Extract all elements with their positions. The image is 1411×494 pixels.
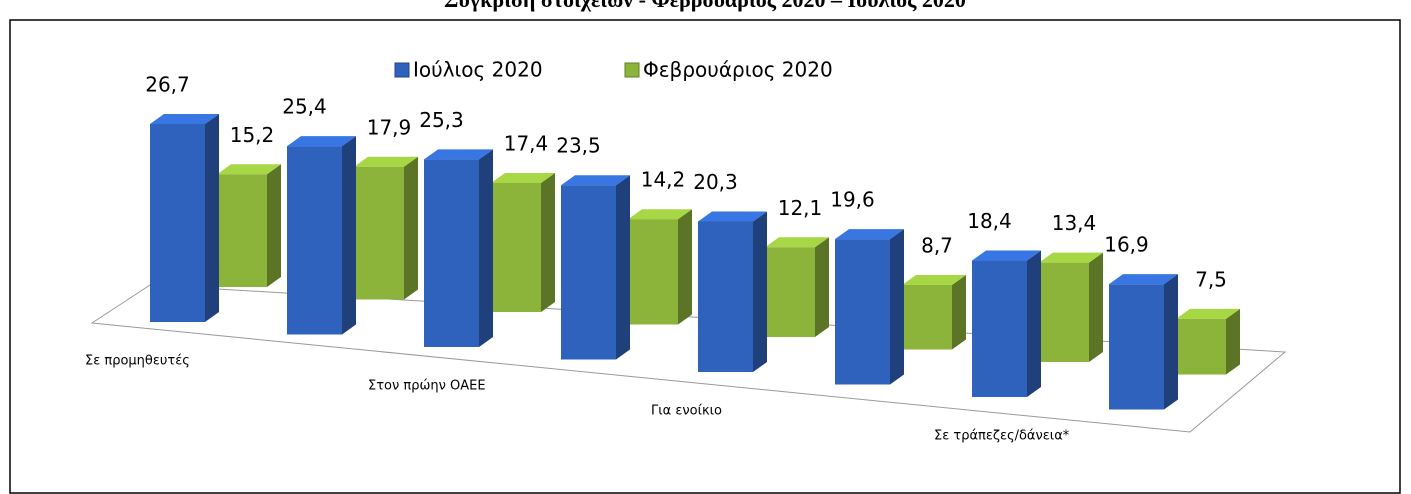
value-label: 18,4 — [967, 209, 1012, 233]
bar-front — [217, 174, 267, 287]
bar-front — [424, 159, 479, 347]
bar — [561, 175, 630, 360]
value-label: 25,3 — [419, 108, 464, 132]
bar — [902, 274, 966, 350]
bar-top — [217, 164, 281, 175]
bar — [217, 164, 281, 287]
bar-front — [561, 185, 616, 360]
value-label: 23,5 — [556, 134, 601, 158]
bar-top — [150, 114, 219, 124]
bar-side — [815, 237, 829, 337]
bar — [1176, 308, 1240, 375]
bar-top — [561, 175, 630, 186]
bar-top — [491, 172, 555, 183]
value-label: 16,9 — [1104, 233, 1149, 257]
value-label: 17,4 — [504, 131, 549, 155]
bar-front — [835, 239, 890, 385]
legend-label: Ιούλιος 2020 — [413, 58, 543, 82]
bar-side — [1089, 252, 1103, 362]
bar-side — [1226, 308, 1240, 375]
bar-top — [902, 274, 966, 285]
bar-top — [354, 156, 418, 167]
bar-side — [205, 114, 219, 322]
bar-side — [890, 229, 904, 385]
bar — [835, 229, 904, 385]
bar — [1109, 274, 1178, 410]
bar — [1039, 252, 1103, 362]
bar — [972, 250, 1041, 397]
value-label: 19,6 — [830, 188, 875, 212]
value-label: 15,2 — [230, 123, 275, 147]
bar-side — [267, 164, 281, 287]
legend-swatch — [394, 62, 410, 78]
bar-top — [835, 229, 904, 240]
value-label: 25,4 — [282, 95, 327, 119]
bar-front — [902, 284, 952, 350]
bar-side — [404, 156, 418, 300]
legend-swatch — [624, 62, 640, 78]
bar-top — [765, 237, 829, 248]
value-label: 13,4 — [1052, 211, 1097, 235]
bar-front — [1039, 262, 1089, 362]
value-label: 7,5 — [1195, 267, 1227, 291]
bar-side — [1027, 250, 1041, 397]
category-label: Σε προμηθευτές — [85, 354, 190, 369]
chart-title: Σύγκριση στοιχείων - Φεβρουάριος 2020 – … — [444, 0, 966, 12]
bar-top — [972, 250, 1041, 261]
value-label: 8,7 — [921, 233, 953, 257]
bar-front — [972, 260, 1027, 397]
chart-border — [9, 19, 1401, 494]
bar-top — [287, 136, 356, 147]
bar — [698, 211, 767, 372]
bar-top — [1039, 252, 1103, 263]
value-label: 20,3 — [693, 170, 738, 194]
bar-top — [628, 209, 692, 220]
bar-front — [628, 219, 678, 325]
bar-side — [1164, 274, 1178, 410]
value-label: 26,7 — [145, 73, 190, 97]
bar — [628, 209, 692, 325]
bar-side — [342, 136, 356, 335]
legend-label: Φεβρουάριος 2020 — [643, 58, 833, 82]
category-label: Για ενοίκιο — [651, 404, 722, 419]
bar-front — [1109, 284, 1164, 410]
bar-front — [354, 166, 404, 300]
bar — [424, 149, 493, 347]
bar-side — [678, 209, 692, 325]
bar-top — [698, 211, 767, 222]
bar-front — [150, 124, 205, 322]
bar-side — [616, 175, 630, 360]
bar — [765, 237, 829, 337]
bar-side — [479, 149, 493, 347]
bar-side — [753, 211, 767, 372]
bar-front — [765, 247, 815, 337]
category-label: Σε τράπεζες/δάνεια* — [934, 429, 1070, 444]
bar — [354, 156, 418, 300]
bar — [287, 136, 356, 335]
bar — [150, 114, 219, 322]
bar — [491, 172, 555, 312]
bar-side — [541, 172, 555, 312]
value-label: 17,9 — [367, 115, 412, 139]
bar-front — [287, 146, 342, 335]
bar-top — [1176, 308, 1240, 319]
value-label: 14,2 — [641, 168, 686, 192]
value-label: 12,1 — [778, 196, 823, 220]
bar-top — [424, 149, 493, 160]
bar-side — [952, 274, 966, 350]
category-label: Στον πρώην ΟΑΕΕ — [368, 379, 486, 394]
bar-front — [1176, 318, 1226, 375]
bar-top — [1109, 274, 1178, 285]
bar-front — [698, 221, 753, 372]
bar-front — [491, 182, 541, 312]
